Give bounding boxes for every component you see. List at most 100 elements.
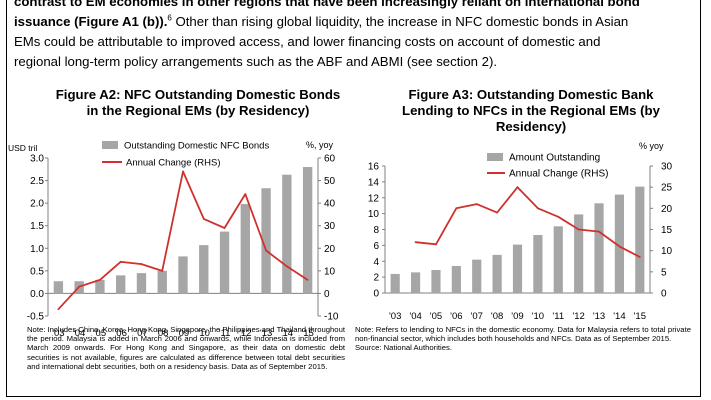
left-axis-tick-label: 6	[373, 241, 379, 252]
line-point	[78, 285, 81, 288]
bar	[390, 273, 400, 293]
bar	[178, 256, 188, 294]
left-axis-tick-label: 1.5	[30, 221, 44, 232]
left-axis-tick-label: 0.0	[30, 289, 44, 300]
figure-a2-title: Figure A2: NFC Outstanding Domestic Bond…	[28, 87, 368, 119]
right-axis-tick-label: 10	[661, 246, 673, 257]
bar	[635, 186, 645, 293]
line-point	[455, 207, 458, 210]
category-label: '13	[593, 311, 605, 322]
line-point	[182, 170, 184, 173]
category-label: '04	[409, 311, 421, 322]
line-point	[618, 245, 621, 248]
bar	[199, 245, 209, 294]
left-axis-tick-label: 0	[373, 289, 379, 300]
category-label: '09	[177, 328, 189, 339]
right-axis-unit: %, yoy	[306, 140, 334, 150]
right-axis-tick-label: -10	[324, 312, 339, 323]
right-axis-tick-label: 30	[324, 221, 336, 232]
figure-a3-title-line3: Residency)	[495, 119, 567, 134]
annual-change-line	[415, 186, 641, 258]
left-axis-tick-label: 14	[368, 177, 380, 188]
line-point	[496, 211, 499, 214]
bar	[431, 269, 441, 293]
intro-line4: regional long-term policy arrangements s…	[14, 54, 498, 69]
category-label: '10	[198, 328, 210, 339]
bar	[240, 204, 250, 294]
category-label: '13	[260, 328, 272, 339]
intro-paragraph: contrast to EM economies in other region…	[14, 0, 704, 72]
right-axis-tick-label: 0	[661, 289, 667, 300]
category-label: '09	[511, 311, 523, 322]
left-axis-tick-label: 10	[368, 209, 380, 220]
category-label: '03	[52, 328, 64, 339]
category-label: '08	[491, 311, 503, 322]
figure-a3-source: Source: National Authorities.	[355, 343, 453, 353]
intro-line2-bold: issuance (Figure A1 (b)).	[14, 14, 168, 29]
category-label: '11	[552, 311, 564, 322]
left-axis-tick-label: 2	[373, 273, 379, 284]
legend-bar-swatch	[102, 141, 118, 149]
figure-a2-note: Note: Includes China, Korea, Hong Kong, …	[27, 325, 345, 371]
right-axis-tick-label: 10	[324, 266, 336, 277]
figure-a3-note: Note: Refers to lending to NFCs in the d…	[355, 325, 691, 353]
category-label: '03	[389, 311, 401, 322]
left-axis-tick-label: 2.0	[30, 199, 44, 210]
legend-bar-label: Amount Outstanding	[509, 153, 600, 164]
category-label: '05	[430, 311, 442, 322]
category-label: '12	[572, 311, 584, 322]
bar	[614, 194, 625, 293]
legend-bar-swatch	[487, 153, 503, 161]
line-point	[202, 218, 205, 220]
figure-a3-title-line2: Lending to NFCs in the Regional EMs (by	[402, 103, 660, 118]
category-label: '15	[301, 328, 313, 339]
category-label: '14	[281, 328, 293, 339]
left-axis-tick-label: 4	[373, 257, 379, 268]
footnote-marker[interactable]: 6	[167, 13, 172, 23]
left-axis-tick-label: 0.5	[30, 266, 44, 277]
bar	[219, 231, 230, 294]
legend-line-label: Annual Change (RHS)	[509, 169, 609, 180]
left-axis-tick-label: -0.5	[27, 312, 45, 323]
line-point	[577, 228, 580, 231]
line-point	[285, 265, 288, 268]
bar	[574, 214, 584, 293]
right-axis-tick-label: 30	[661, 162, 673, 173]
bar	[553, 226, 563, 293]
right-axis-tick-label: 20	[324, 244, 336, 255]
line-point	[557, 215, 560, 218]
bar	[53, 281, 64, 294]
left-axis-tick-label: 1.0	[30, 244, 44, 255]
right-axis-tick-label: 60	[324, 154, 336, 165]
bar	[116, 275, 126, 294]
intro-line2-rest: Other than rising global liquidity, the …	[171, 14, 629, 29]
figure-a3-title-line1: Figure A3: Outstanding Domestic Bank	[408, 87, 654, 102]
right-axis-tick-label: 15	[661, 225, 673, 236]
left-axis-unit: USD tril	[8, 143, 37, 153]
bar	[594, 203, 604, 293]
figure-a3-note-text: Note: Refers to lending to NFCs in the d…	[355, 325, 691, 344]
category-label: '15	[634, 311, 646, 322]
line-point	[598, 230, 600, 233]
bar	[492, 254, 502, 293]
line-point	[516, 186, 519, 189]
category-label: '07	[471, 311, 483, 322]
category-label: '14	[613, 311, 625, 322]
right-axis-tick-label: 20	[661, 204, 673, 215]
left-axis-tick-label: 2.5	[30, 176, 44, 187]
figure-a2-title-line1: Figure A2: NFC Outstanding Domestic Bond…	[55, 87, 341, 102]
category-label: '12	[239, 328, 251, 339]
category-label: '06	[114, 328, 126, 339]
line-point	[140, 263, 143, 265]
right-axis-tick-label: 50	[324, 176, 336, 187]
line-point	[223, 227, 226, 229]
intro-line3: EMs could be attributable to improved ac…	[14, 34, 601, 49]
right-axis-tick-label: 25	[661, 183, 673, 194]
line-point	[119, 260, 122, 263]
right-axis-tick-label: 0	[324, 289, 330, 300]
bar	[472, 259, 482, 293]
box-frame	[6, 0, 701, 397]
category-label: '11	[219, 328, 231, 339]
bar	[451, 266, 461, 293]
